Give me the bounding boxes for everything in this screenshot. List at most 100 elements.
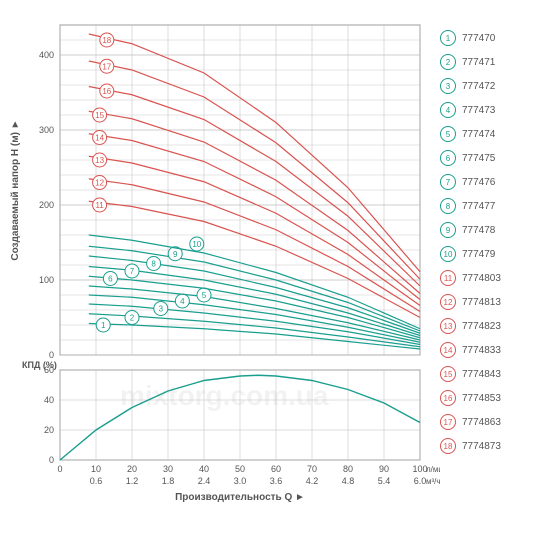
svg-text:0: 0	[57, 464, 62, 474]
svg-text:16: 16	[102, 87, 111, 96]
svg-text:60: 60	[271, 464, 281, 474]
svg-text:Создаваемый напор H (м) ►: Создаваемый напор H (м) ►	[10, 119, 21, 260]
legend-item: 13 7774823	[440, 318, 540, 334]
svg-text:5: 5	[202, 291, 207, 300]
chart-container: mixtorg.com.ua 0100200300400123456789101…	[0, 0, 550, 550]
svg-text:5.4: 5.4	[378, 476, 391, 486]
legend-badge: 16	[440, 390, 456, 406]
svg-text:4.8: 4.8	[342, 476, 355, 486]
legend: 1777470277747137774724777473577747467774…	[440, 30, 540, 462]
legend-item: 17 7774863	[440, 414, 540, 430]
svg-text:3: 3	[159, 305, 164, 314]
legend-item: 2 777471	[440, 54, 540, 70]
legend-label: 777470	[462, 33, 495, 44]
svg-text:17: 17	[102, 62, 111, 71]
legend-label: 777475	[462, 153, 495, 164]
svg-text:КПД (%): КПД (%)	[22, 360, 57, 370]
svg-text:4.2: 4.2	[306, 476, 319, 486]
legend-item: 4777473	[440, 102, 540, 118]
legend-badge: 6	[440, 150, 456, 166]
svg-text:0: 0	[49, 455, 54, 465]
legend-item: 15 7774843	[440, 366, 540, 382]
legend-badge: 17	[440, 414, 456, 430]
legend-item: 16 7774853	[440, 390, 540, 406]
svg-text:40: 40	[199, 464, 209, 474]
legend-item: 9 777478	[440, 222, 540, 238]
svg-text:0.6: 0.6	[90, 476, 103, 486]
svg-text:70: 70	[307, 464, 317, 474]
svg-text:15: 15	[95, 111, 104, 120]
legend-item: 7 777476	[440, 174, 540, 190]
legend-badge: 4	[440, 102, 456, 118]
svg-text:11: 11	[95, 201, 104, 210]
legend-badge: 1	[440, 30, 456, 46]
legend-badge: 13	[440, 318, 456, 334]
svg-text:40: 40	[44, 395, 54, 405]
svg-text:м³/ч: м³/ч	[426, 477, 440, 486]
svg-text:2: 2	[130, 314, 135, 323]
svg-text:3.0: 3.0	[234, 476, 247, 486]
legend-item: 11 7774803	[440, 270, 540, 286]
legend-label: 777474	[462, 129, 495, 140]
legend-label: 7774833	[462, 345, 501, 356]
svg-text:7: 7	[130, 267, 135, 276]
legend-label: 777477	[462, 201, 495, 212]
legend-label: 7774843	[462, 369, 501, 380]
legend-label: 777471	[462, 57, 495, 68]
legend-badge: 8	[440, 198, 456, 214]
legend-badge: 18	[440, 438, 456, 454]
legend-item: 10 777479	[440, 246, 540, 262]
pump-curves-chart: 0100200300400123456789101112131415161718…	[0, 0, 440, 540]
legend-label: 777479	[462, 249, 495, 260]
svg-text:18: 18	[102, 36, 111, 45]
svg-text:1: 1	[101, 321, 106, 330]
legend-badge: 3	[440, 78, 456, 94]
svg-text:1.2: 1.2	[126, 476, 139, 486]
legend-label: 7774853	[462, 393, 501, 404]
legend-badge: 2	[440, 54, 456, 70]
svg-text:0: 0	[49, 350, 54, 360]
svg-text:л/мин: л/мин	[426, 465, 440, 474]
svg-text:30: 30	[163, 464, 173, 474]
svg-text:20: 20	[127, 464, 137, 474]
svg-text:100: 100	[39, 275, 54, 285]
legend-label: 777472	[462, 81, 495, 92]
svg-text:10: 10	[192, 240, 201, 249]
legend-label: 777476	[462, 177, 495, 188]
svg-text:80: 80	[343, 464, 353, 474]
legend-item: 1 777470	[440, 30, 540, 46]
legend-label: 777478	[462, 225, 495, 236]
legend-label: 7774873	[462, 441, 501, 452]
svg-text:1.8: 1.8	[162, 476, 175, 486]
legend-badge: 12	[440, 294, 456, 310]
legend-badge: 11	[440, 270, 456, 286]
svg-text:6.0: 6.0	[414, 476, 427, 486]
svg-text:8: 8	[151, 260, 156, 269]
svg-text:200: 200	[39, 200, 54, 210]
svg-text:9: 9	[173, 250, 178, 259]
svg-text:50: 50	[235, 464, 245, 474]
legend-item: 6 777475	[440, 150, 540, 166]
legend-badge: 10	[440, 246, 456, 262]
svg-text:3.6: 3.6	[270, 476, 283, 486]
legend-item: 18 7774873	[440, 438, 540, 454]
legend-badge: 15	[440, 366, 456, 382]
legend-item: 12 7774813	[440, 294, 540, 310]
legend-label: 7774803	[462, 273, 501, 284]
svg-text:90: 90	[379, 464, 389, 474]
legend-label: 7774823	[462, 321, 501, 332]
svg-text:400: 400	[39, 50, 54, 60]
svg-text:Производительность Q ►: Производительность Q ►	[175, 492, 305, 503]
svg-text:4: 4	[180, 297, 185, 306]
legend-label: 7774863	[462, 417, 501, 428]
legend-item: 8 777477	[440, 198, 540, 214]
svg-text:13: 13	[95, 156, 104, 165]
legend-item: 5777474	[440, 126, 540, 142]
svg-text:14: 14	[95, 134, 104, 143]
legend-badge: 14	[440, 342, 456, 358]
legend-badge: 9	[440, 222, 456, 238]
svg-text:300: 300	[39, 125, 54, 135]
legend-badge: 7	[440, 174, 456, 190]
svg-text:6: 6	[108, 275, 113, 284]
legend-label: 7774813	[462, 297, 501, 308]
